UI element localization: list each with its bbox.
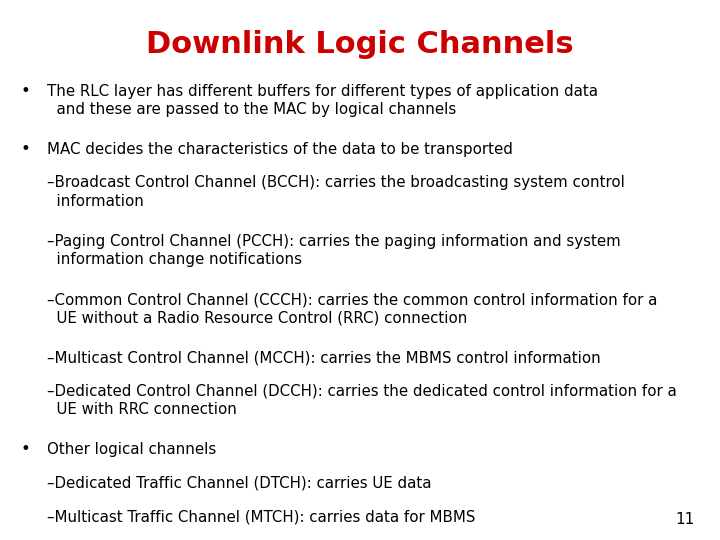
Text: –Dedicated Traffic Channel (DTCH): carries UE data: –Dedicated Traffic Channel (DTCH): carri… — [47, 476, 431, 491]
Text: •: • — [20, 142, 30, 157]
Text: –Multicast Traffic Channel (MTCH): carries data for MBMS: –Multicast Traffic Channel (MTCH): carri… — [47, 509, 475, 524]
Text: Downlink Logic Channels: Downlink Logic Channels — [146, 30, 574, 59]
Text: •: • — [20, 442, 30, 457]
Text: The RLC layer has different buffers for different types of application data
  an: The RLC layer has different buffers for … — [47, 84, 598, 117]
Text: –Dedicated Control Channel (DCCH): carries the dedicated control information for: –Dedicated Control Channel (DCCH): carri… — [47, 384, 677, 417]
Text: Other logical channels: Other logical channels — [47, 442, 216, 457]
Text: –Multicast Control Channel (MCCH): carries the MBMS control information: –Multicast Control Channel (MCCH): carri… — [47, 350, 600, 366]
Text: –Broadcast Control Channel (BCCH): carries the broadcasting system control
  inf: –Broadcast Control Channel (BCCH): carri… — [47, 176, 625, 208]
Text: –Common Control Channel (CCCH): carries the common control information for a
  U: –Common Control Channel (CCCH): carries … — [47, 292, 657, 325]
Text: 11: 11 — [675, 511, 695, 526]
Text: MAC decides the characteristics of the data to be transported: MAC decides the characteristics of the d… — [47, 142, 513, 157]
Text: •: • — [20, 84, 30, 99]
Text: –Paging Control Channel (PCCH): carries the paging information and system
  info: –Paging Control Channel (PCCH): carries … — [47, 234, 621, 267]
